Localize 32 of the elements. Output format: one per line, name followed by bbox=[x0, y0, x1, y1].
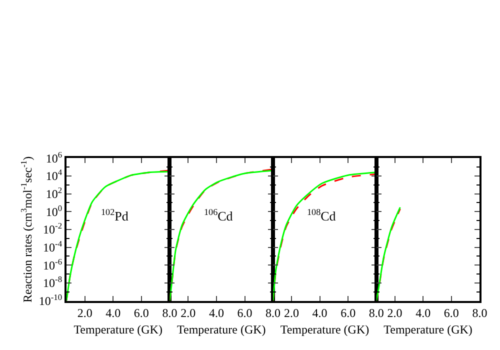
y-tick-label: 10$^{-8}$ bbox=[43, 275, 62, 290]
x-tick-label: 8.0 bbox=[472, 306, 488, 320]
y-tick-label: 10$^{-2}$ bbox=[43, 222, 62, 237]
y-tick-label: 10$^{-4}$ bbox=[43, 239, 63, 254]
y-tick-label: 10$^{-6}$ bbox=[43, 257, 62, 272]
x-tick-label: 2.0 bbox=[284, 306, 299, 320]
x-tick-label: 8.0 bbox=[162, 306, 178, 320]
x-tick-label: 6.0 bbox=[134, 306, 149, 320]
x-tick-label: 8.0 bbox=[266, 306, 281, 320]
x-tick-label: 2.0 bbox=[77, 306, 92, 320]
annotation: $^{102}$Pd bbox=[101, 207, 129, 224]
x-axis-title: Temperature (GK) bbox=[384, 322, 472, 337]
x-tick-label: 6.0 bbox=[444, 306, 459, 320]
x-tick-label: 4.0 bbox=[106, 306, 121, 320]
annotation: $^{108}$Cd bbox=[307, 207, 336, 224]
x-axis-title: Temperature (GK) bbox=[74, 322, 162, 337]
x-axis-title: Temperature (GK) bbox=[280, 322, 370, 337]
y-tick-label: 10$^{2}$ bbox=[46, 186, 62, 201]
x-tick-label: 2.0 bbox=[180, 306, 196, 320]
x-tick-label: 6.0 bbox=[237, 306, 252, 320]
x-tick-label: 6.0 bbox=[340, 306, 356, 320]
x-tick-label: 8.0 bbox=[368, 306, 384, 320]
x-axis-title: Temperature (GK) bbox=[177, 322, 266, 337]
annotation: $^{106}$Cd bbox=[204, 207, 234, 224]
x-tick-label: 4.0 bbox=[416, 306, 431, 320]
x-tick-label: 4.0 bbox=[208, 306, 224, 320]
y-tick-label: 10$^{4}$ bbox=[46, 168, 63, 184]
x-tick-label: 2.0 bbox=[387, 306, 402, 320]
y-tick-label: 10$^{6}$ bbox=[46, 150, 62, 166]
y-tick-label: 10$^{-10}$ bbox=[38, 292, 62, 308]
x-tick-label: 4.0 bbox=[312, 306, 328, 320]
y-tick-label: 10$^{0}$ bbox=[46, 204, 62, 219]
